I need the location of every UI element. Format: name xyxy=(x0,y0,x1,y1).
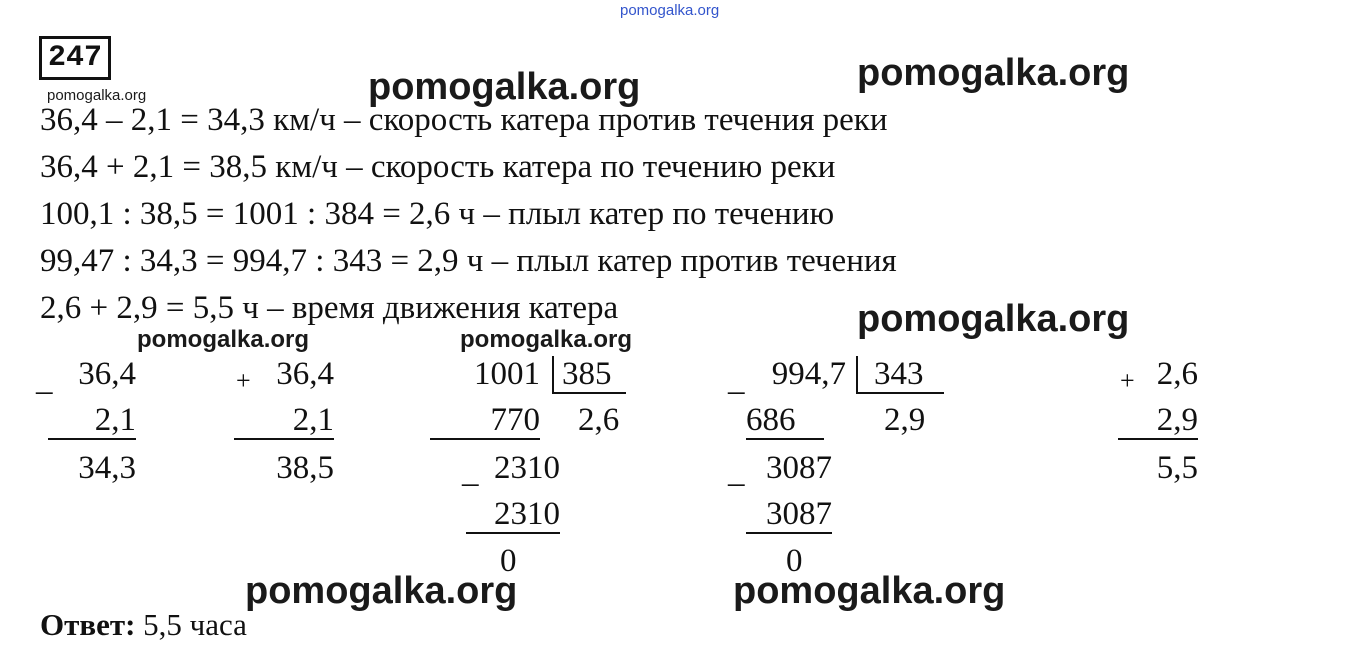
subtrahend: 770 xyxy=(430,402,540,440)
watermark: pomogalka.org xyxy=(245,570,518,612)
operand: 2,9 xyxy=(1118,402,1198,440)
answer: Ответ: 5,5 часа xyxy=(40,607,247,643)
problem-number: 247 xyxy=(39,36,112,80)
solution-line: 2,6 + 2,9 = 5,5 ч – время движения катер… xyxy=(40,290,619,326)
watermark: pomogalka.org xyxy=(857,52,1130,94)
watermark: pomogalka.org xyxy=(368,66,641,108)
subtrahend: 686 xyxy=(746,402,824,440)
watermark: pomogalka.org xyxy=(47,87,147,104)
minus-sign: _ xyxy=(462,454,479,490)
result: 38,5 xyxy=(276,450,334,486)
operand: 2,1 xyxy=(48,402,136,440)
solution-line: 36,4 – 2,1 = 34,3 км/ч – скорость катера… xyxy=(40,102,888,138)
top-watermark: pomogalka.org xyxy=(620,2,720,19)
operand: 36,4 xyxy=(276,356,334,392)
divisor: 343 xyxy=(856,356,944,394)
quotient: 2,9 xyxy=(884,402,926,438)
partial: 3087 xyxy=(766,450,832,486)
dividend: 994,7 xyxy=(771,356,846,392)
plus-sign: + xyxy=(1120,366,1135,395)
remainder: 0 xyxy=(786,543,803,579)
answer-value: 5,5 часа xyxy=(143,607,247,642)
watermark: pomogalka.org xyxy=(137,326,310,353)
answer-label: Ответ: xyxy=(40,607,136,642)
remainder: 0 xyxy=(500,543,517,579)
result: 5,5 xyxy=(1156,450,1198,486)
watermark: pomogalka.org xyxy=(733,570,1006,612)
minus-sign: _ xyxy=(728,454,745,490)
solution-line: 36,4 + 2,1 = 38,5 км/ч – скорость катера… xyxy=(40,149,836,185)
operand: 2,6 xyxy=(1156,356,1198,392)
partial: 2310 xyxy=(494,450,560,486)
subtrahend: 2310 xyxy=(466,496,560,534)
plus-sign: + xyxy=(236,366,251,395)
dividend: 1001 xyxy=(474,356,540,392)
operand: 36,4 xyxy=(78,356,136,392)
quotient: 2,6 xyxy=(578,402,620,438)
solution-line: 100,1 : 38,5 = 1001 : 384 = 2,6 ч – плыл… xyxy=(40,196,835,232)
solution-line: 99,47 : 34,3 = 994,7 : 343 = 2,9 ч – плы… xyxy=(40,243,897,279)
result: 34,3 xyxy=(78,450,136,486)
watermark: pomogalka.org xyxy=(857,298,1130,340)
minus-sign: _ xyxy=(728,362,745,398)
operand: 2,1 xyxy=(234,402,334,440)
minus-sign: _ xyxy=(36,362,53,398)
divisor: 385 xyxy=(552,356,626,394)
watermark: pomogalka.org xyxy=(460,326,633,353)
subtrahend: 3087 xyxy=(746,496,832,534)
